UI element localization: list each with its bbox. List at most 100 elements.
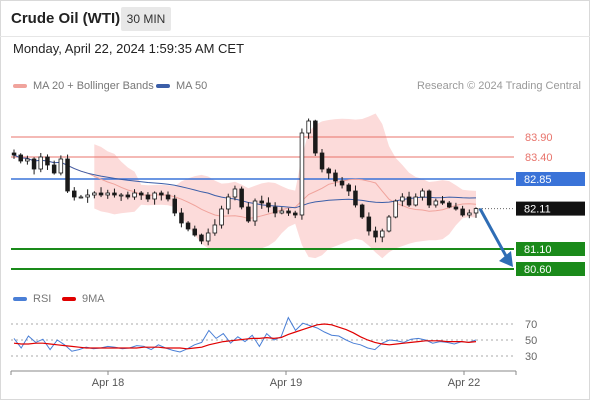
rsi-series-rsi	[13, 316, 477, 353]
candle-body	[326, 168, 331, 174]
candle-body	[25, 158, 30, 162]
legend-ma50-label: MA 50	[176, 80, 208, 92]
ma20-line	[27, 157, 477, 220]
candle-body	[172, 198, 177, 214]
level-tag-bg-80-60	[516, 262, 585, 276]
candle-body	[339, 180, 345, 186]
candle-body	[105, 192, 111, 196]
candle-body	[446, 202, 452, 208]
rsi-series-9ma	[13, 323, 477, 350]
ma50-swatch	[156, 84, 170, 88]
candle-body	[246, 206, 251, 222]
level-tag-bg-81-10	[516, 242, 585, 256]
candle-body	[85, 194, 90, 198]
ma50-line	[13, 154, 477, 209]
legend-rsi-label: RSI	[33, 293, 52, 305]
candle-body	[92, 192, 97, 196]
candle-body	[11, 152, 17, 156]
x-tick-label: Apr 22	[448, 377, 480, 389]
candle-body	[279, 210, 285, 214]
candle-body	[159, 192, 164, 196]
candle-body	[45, 156, 50, 166]
candle-body	[192, 228, 197, 236]
candle-body	[386, 216, 392, 232]
rsi-tick-70: 70	[525, 319, 537, 331]
legend-bollinger-label: MA 20 + Bollinger Bands	[33, 80, 154, 92]
candle-body	[346, 184, 351, 192]
candle-body	[366, 216, 372, 232]
rsi-tick-30: 30	[525, 351, 537, 363]
candle-body	[266, 202, 271, 208]
legend-rsi: RSI	[13, 293, 51, 305]
timestamp: Monday, April 22, 2024 1:59:35 AM CET	[13, 41, 245, 56]
candle-body	[467, 212, 472, 216]
candle-body	[426, 190, 432, 206]
candle-body	[272, 206, 278, 214]
candle-body	[125, 194, 131, 198]
candle-body	[212, 224, 218, 234]
candle-body	[225, 196, 231, 210]
candle-body	[393, 200, 398, 218]
forecast-arrow-head	[499, 251, 513, 267]
instrument-title: Crude Oil (WTI)	[11, 10, 121, 27]
candle-body	[132, 192, 137, 198]
copyright: Research © 2024 Trading Central	[416, 80, 581, 92]
candle-body	[433, 200, 439, 206]
candle-body	[185, 222, 191, 230]
candle-body	[65, 158, 70, 192]
ma9-swatch	[62, 297, 76, 301]
candle-body	[51, 164, 57, 174]
candle-body	[118, 194, 124, 197]
candle-body	[333, 172, 338, 182]
candle-body	[179, 212, 184, 224]
candle-body	[31, 158, 37, 170]
candle-body	[138, 192, 144, 196]
x-tick-label: Apr 19	[270, 377, 302, 389]
candles	[11, 118, 479, 246]
header-divider	[0, 36, 590, 37]
candle-body	[239, 188, 244, 208]
bollinger-band	[94, 113, 477, 259]
candle-body	[440, 200, 445, 204]
candle-body	[286, 210, 291, 214]
candle-body	[199, 234, 204, 242]
candle-body	[259, 200, 264, 204]
candle-body	[205, 232, 211, 242]
legend-ma50: MA 50	[156, 80, 207, 92]
legend-bollinger: MA 20 + Bollinger Bands	[13, 80, 154, 92]
candle-body	[38, 156, 44, 170]
timeframe-button[interactable]: 30 MIN	[121, 7, 171, 31]
candle-body	[58, 158, 64, 174]
header: Crude Oil (WTI) 30 MIN	[0, 0, 590, 36]
level-tag-80-60: 80.60	[524, 264, 552, 276]
candle-body	[252, 200, 258, 222]
candle-body	[232, 188, 238, 198]
level-tag-82-85: 82.85	[524, 174, 552, 186]
level-tag-83-90: 83.90	[525, 132, 553, 144]
candle-body	[165, 194, 171, 200]
candle-body	[112, 192, 117, 196]
legend-9ma-label: 9MA	[82, 293, 105, 305]
candle-body	[473, 208, 479, 214]
candle-body	[299, 132, 305, 216]
candle-body	[18, 154, 23, 162]
candle-body	[72, 190, 77, 198]
candle-body	[152, 192, 157, 200]
candle-body	[353, 190, 358, 206]
candle-body	[413, 196, 418, 206]
candle-body	[453, 206, 459, 210]
candle-body	[145, 194, 151, 200]
candle-body	[406, 196, 412, 206]
candle-body	[460, 208, 465, 216]
rsi-tick-50: 50	[525, 335, 537, 347]
level-tag-82-11: 82.11	[524, 204, 551, 216]
legend-9ma: 9MA	[62, 293, 105, 305]
candle-body	[313, 120, 318, 154]
candle-body	[379, 230, 385, 238]
candle-body	[219, 208, 224, 226]
rsi-swatch	[13, 297, 27, 301]
candle-body	[306, 120, 311, 134]
candle-body	[292, 212, 298, 216]
candle-body	[78, 196, 84, 199]
